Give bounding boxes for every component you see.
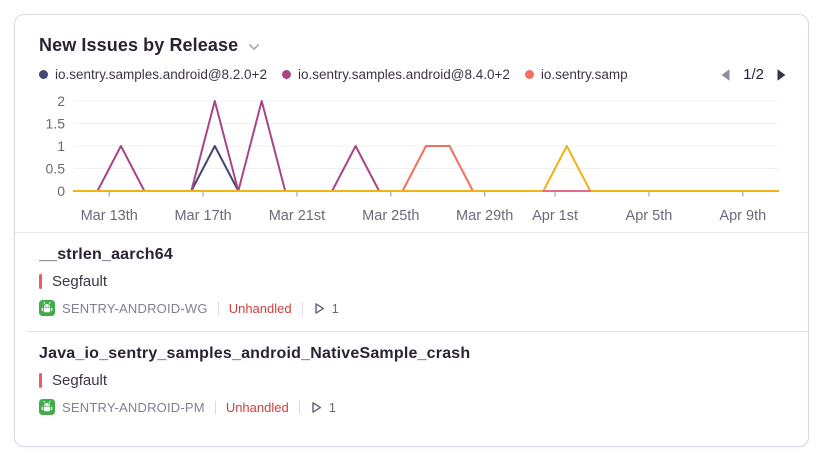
legend-label: io.sentry.samples.android@8.4.0+2 — [297, 67, 510, 82]
legend-dot — [524, 70, 534, 79]
svg-text:Mar 13th: Mar 13th — [81, 208, 138, 224]
legend-dot — [281, 70, 291, 79]
legend-pager: 1/2 — [719, 66, 790, 83]
issue-culprit: Segfault — [52, 273, 108, 290]
error-level-bar — [39, 373, 42, 388]
chart-area: 0 0.5 1 1.5 2 Mar 13th Mar 17th Mar 21st Mar 25t… — [15, 83, 808, 232]
separator — [298, 400, 300, 414]
separator — [301, 301, 303, 315]
caret-right-icon — [777, 68, 786, 81]
issue-culprit-row: Segfault — [39, 372, 784, 389]
svg-text:Mar 21st: Mar 21st — [269, 208, 325, 224]
legend-item-release-3[interactable]: io.sentry.samp — [524, 67, 628, 82]
svg-text:Mar 17th: Mar 17th — [174, 208, 231, 224]
issue-row: __strlen_aarch64 Segfault — [15, 233, 808, 331]
project-slug: SENTRY-ANDROID-WG — [62, 300, 208, 316]
caret-left-icon — [721, 68, 730, 81]
event-count: 1 — [313, 301, 339, 316]
issue-meta-row: SENTRY-ANDROID-WG Unhandled 1 — [39, 300, 784, 316]
svg-text:Apr 9th: Apr 9th — [719, 208, 766, 224]
legend-item-release-1[interactable]: io.sentry.samples.android@8.2.0+2 — [39, 67, 267, 82]
issues-list: __strlen_aarch64 Segfault — [15, 233, 808, 430]
event-count-value: 1 — [328, 399, 336, 415]
svg-text:Mar 29th: Mar 29th — [456, 208, 513, 224]
event-count-value: 1 — [331, 300, 339, 316]
legend-next-page-button[interactable] — [776, 68, 788, 82]
separator — [214, 400, 216, 414]
svg-text:Mar 25th: Mar 25th — [362, 208, 419, 224]
legend-prev-page-button[interactable] — [719, 68, 731, 82]
widget-title: New Issues by Release — [39, 35, 239, 55]
widget-header: New Issues by Release io.sentry.samples.… — [15, 15, 808, 83]
legend-label: io.sentry.samples.android@8.2.0+2 — [55, 67, 267, 82]
svg-text:1: 1 — [57, 138, 65, 154]
issue-title-link[interactable]: Java_io_sentry_samples_android_NativeSam… — [39, 345, 471, 362]
widget-title-button[interactable]: New Issues by Release — [39, 35, 790, 56]
svg-text:0: 0 — [57, 183, 65, 199]
separator — [217, 301, 219, 315]
issue-title-link[interactable]: __strlen_aarch64 — [39, 246, 173, 263]
svg-text:1.5: 1.5 — [46, 116, 66, 132]
svg-text:Apr 1st: Apr 1st — [532, 208, 578, 224]
chart-legend: io.sentry.samples.android@8.2.0+2 io.sen… — [39, 66, 790, 83]
legend-dot — [39, 70, 48, 79]
svg-text:Apr 5th: Apr 5th — [626, 208, 673, 224]
event-count: 1 — [310, 400, 336, 415]
issue-divider — [27, 331, 808, 332]
project-badge: SENTRY-ANDROID-PM — [39, 399, 205, 415]
section-divider — [15, 232, 808, 233]
project-badge: SENTRY-ANDROID-WG — [39, 300, 208, 316]
android-icon — [39, 399, 55, 415]
issue-culprit: Segfault — [52, 372, 108, 389]
project-slug: SENTRY-ANDROID-PM — [62, 399, 205, 415]
issue-meta-row: SENTRY-ANDROID-PM Unhandled 1 — [39, 399, 784, 415]
new-issues-chart: 0 0.5 1 1.5 2 Mar 13th Mar 17th Mar 21st Mar 25t… — [46, 93, 779, 224]
chevron-down-icon[interactable] — [247, 40, 261, 54]
play-icon — [311, 401, 321, 413]
legend-item-release-2[interactable]: io.sentry.samples.android@8.4.0+2 — [281, 67, 510, 82]
svg-text:0.5: 0.5 — [46, 161, 66, 177]
play-icon — [314, 302, 324, 314]
issue-row: Java_io_sentry_samples_android_NativeSam… — [15, 332, 808, 430]
widget-card: New Issues by Release io.sentry.samples.… — [14, 14, 809, 447]
error-level-bar — [39, 274, 42, 289]
unhandled-badge: Unhandled — [228, 300, 292, 316]
issue-culprit-row: Segfault — [39, 273, 784, 290]
legend-label: io.sentry.samp — [540, 67, 628, 82]
svg-text:2: 2 — [57, 93, 65, 109]
unhandled-badge: Unhandled — [225, 399, 289, 415]
android-icon — [39, 300, 55, 316]
legend-page-indicator: 1/2 — [743, 66, 764, 83]
